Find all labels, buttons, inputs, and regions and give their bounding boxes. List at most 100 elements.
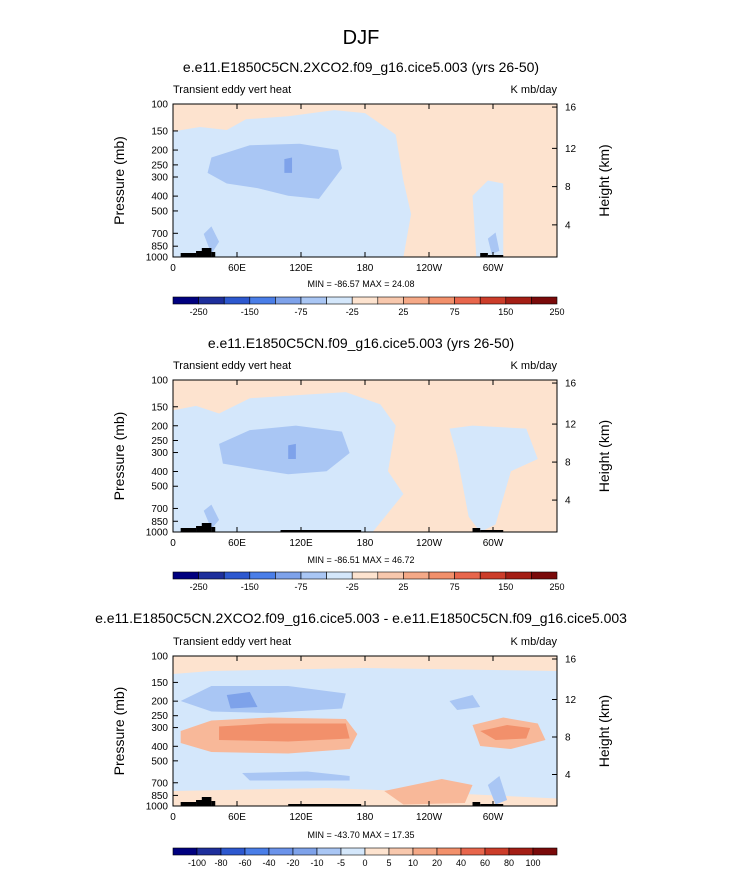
ytick-label: 700	[151, 778, 168, 789]
xtick-label: 120W	[416, 263, 443, 274]
topography	[196, 800, 208, 806]
topography	[480, 253, 488, 257]
ytick-right-label: 8	[565, 182, 571, 193]
colorbar-label: 25	[398, 307, 408, 317]
colorbar-swatch	[292, 847, 318, 856]
contour-region	[226, 692, 258, 709]
xtick-label: 60E	[228, 263, 246, 274]
topography	[211, 527, 216, 532]
ytick-label: 200	[151, 146, 168, 157]
ytick-right-label: 8	[565, 458, 571, 469]
stats-label: MIN = -86.57 MAX = 24.08	[307, 279, 414, 289]
colorbar-label: 0	[362, 858, 367, 868]
ytick-label: 250	[151, 160, 168, 171]
ytick-label: 150	[151, 402, 168, 413]
xtick-label: 120W	[416, 812, 443, 823]
topography	[201, 523, 212, 532]
colorbar-label: 20	[432, 858, 442, 868]
colorbar-label: 10	[408, 858, 418, 868]
colorbar-swatch	[172, 847, 198, 856]
topography	[180, 528, 197, 532]
panel-title: e.e11.E1850C5CN.2XCO2.f09_g16.cice5.003 …	[183, 59, 539, 75]
topography	[211, 252, 216, 257]
ytick-label: 500	[151, 206, 168, 217]
y-axis-right-label: Height (km)	[596, 420, 612, 492]
ytick-label: 300	[151, 723, 168, 734]
ytick-label: 400	[151, 467, 168, 478]
colorbar-label: 40	[456, 858, 466, 868]
y-axis-label: Pressure (mb)	[111, 687, 127, 776]
colorbar-swatch	[479, 296, 507, 305]
ytick-label: 200	[151, 421, 168, 432]
colorbar-swatch	[505, 296, 532, 305]
colorbar-label: 150	[498, 582, 513, 592]
contour-region	[203, 226, 220, 254]
field-label: Transient eddy vert heat	[173, 636, 291, 648]
ytick-label: 400	[151, 192, 168, 203]
contour-region	[207, 143, 342, 199]
colorbar-swatch	[531, 296, 558, 305]
colorbar-swatch	[531, 571, 558, 580]
ytick-label: 1000	[146, 253, 169, 264]
xtick-label: 60W	[483, 263, 504, 274]
colorbar-swatch	[505, 571, 532, 580]
xtick-label: 120E	[289, 538, 313, 549]
colorbar-label: -10	[310, 858, 323, 868]
contour-region	[449, 695, 481, 710]
colorbar-label: 250	[549, 582, 564, 592]
colorbar-label: 60	[480, 858, 490, 868]
ytick-label: 850	[151, 791, 168, 802]
xtick-label: 180	[357, 812, 374, 823]
colorbar-swatch	[508, 847, 534, 856]
ytick-right-label: 12	[565, 420, 577, 431]
xtick-label: 120W	[416, 538, 443, 549]
ytick-label: 150	[151, 126, 168, 137]
topography	[196, 526, 208, 532]
ytick-label: 200	[151, 697, 168, 708]
panel-3: e.e11.E1850C5CN.2XCO2.f09_g16.cice5.003 …	[95, 610, 627, 868]
ytick-label: 850	[151, 242, 168, 253]
ytick-right-label: 12	[565, 144, 577, 155]
colorbar-swatch	[412, 847, 438, 856]
colorbar-swatch	[532, 847, 558, 856]
colorbar-swatch	[300, 571, 327, 580]
xtick-label: 0	[170, 538, 176, 549]
ytick-label: 300	[151, 448, 168, 459]
contour-region	[284, 157, 293, 173]
colorbar-swatch	[377, 296, 404, 305]
panel-title: e.e11.E1850C5CN.f09_g16.cice5.003 (yrs 2…	[208, 335, 514, 351]
contour-region	[472, 180, 504, 257]
ytick-label: 100	[151, 376, 168, 387]
topography	[480, 530, 504, 532]
colorbar-label: -40	[262, 858, 275, 868]
stats-label: MIN = -86.51 MAX = 46.72	[307, 555, 414, 565]
colorbar-swatch	[479, 571, 507, 580]
ytick-label: 150	[151, 678, 168, 689]
field-label: Transient eddy vert heat	[173, 360, 291, 372]
xtick-label: 60W	[483, 538, 504, 549]
colorbar-swatch	[244, 847, 270, 856]
panel-2: e.e11.E1850C5CN.f09_g16.cice5.003 (yrs 2…	[111, 335, 612, 592]
contour-region	[219, 425, 350, 475]
ytick-right-label: 16	[565, 655, 577, 666]
colorbar-label: 25	[398, 582, 408, 592]
colorbar-swatch	[388, 847, 414, 856]
xtick-label: 0	[170, 263, 176, 274]
ytick-label: 700	[151, 504, 168, 515]
topography	[280, 530, 362, 532]
xtick-label: 120E	[289, 263, 313, 274]
y-axis-right-label: Height (km)	[596, 144, 612, 216]
contour-region	[203, 504, 220, 529]
field-label: Transient eddy vert heat	[173, 84, 291, 96]
contour-region	[384, 779, 473, 805]
topography	[196, 251, 208, 257]
ytick-label: 500	[151, 482, 168, 493]
y-axis-label: Pressure (mb)	[111, 136, 127, 225]
colorbar-swatch	[249, 571, 276, 580]
ytick-right-label: 16	[565, 103, 577, 114]
colorbar-label: -75	[294, 307, 307, 317]
xtick-label: 0	[170, 812, 176, 823]
colorbar-label: 250	[549, 307, 564, 317]
ytick-label: 250	[151, 711, 168, 722]
